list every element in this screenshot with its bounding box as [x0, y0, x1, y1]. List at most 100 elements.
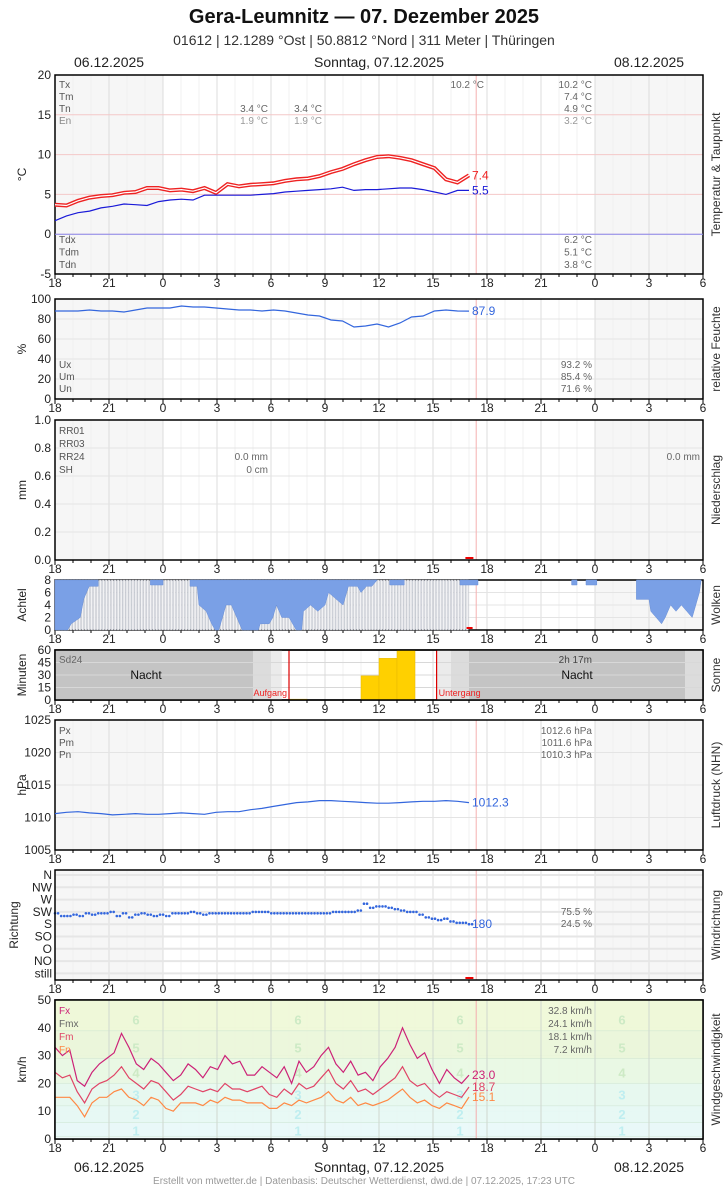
- svg-text:3: 3: [646, 702, 653, 716]
- svg-text:21: 21: [102, 702, 116, 716]
- svg-text:10: 10: [38, 1104, 52, 1118]
- svg-text:50: 50: [38, 993, 52, 1007]
- svg-text:2: 2: [132, 1107, 139, 1122]
- svg-text:21: 21: [102, 982, 116, 996]
- svg-text:0: 0: [160, 562, 167, 576]
- svg-text:0.0 mm: 0.0 mm: [235, 452, 268, 463]
- svg-text:87.9: 87.9: [472, 304, 496, 318]
- date-left-bottom: 06.12.2025: [74, 1159, 145, 1175]
- svg-text:5.5: 5.5: [472, 183, 489, 197]
- svg-text:6: 6: [268, 852, 275, 866]
- svg-text:Wolken: Wolken: [709, 585, 723, 625]
- svg-text:Tdm: Tdm: [59, 248, 79, 259]
- svg-text:21: 21: [102, 852, 116, 866]
- svg-text:18: 18: [48, 852, 62, 866]
- svg-text:21: 21: [102, 1141, 116, 1155]
- svg-text:60: 60: [38, 332, 52, 346]
- svg-text:still: still: [35, 966, 52, 980]
- svg-text:21: 21: [102, 632, 116, 646]
- svg-text:18: 18: [480, 276, 494, 290]
- svg-text:6: 6: [268, 562, 275, 576]
- svg-text:1: 1: [294, 1124, 301, 1139]
- svg-text:Aufgang: Aufgang: [253, 688, 287, 698]
- svg-text:5: 5: [132, 1040, 139, 1055]
- svg-text:80: 80: [38, 312, 52, 326]
- svg-text:1: 1: [456, 1124, 463, 1139]
- svg-text:Temperatur & Taupunkt: Temperatur & Taupunkt: [709, 112, 723, 237]
- svg-text:9: 9: [322, 276, 329, 290]
- svg-text:6: 6: [132, 1012, 139, 1027]
- svg-text:21: 21: [534, 632, 548, 646]
- svg-text:18: 18: [480, 1141, 494, 1155]
- svg-text:0.4: 0.4: [34, 497, 51, 511]
- svg-text:0: 0: [592, 562, 599, 576]
- svg-text:93.2 %: 93.2 %: [561, 360, 592, 371]
- svg-text:6: 6: [268, 982, 275, 996]
- svg-text:RR24: RR24: [59, 452, 85, 463]
- svg-text:W: W: [41, 893, 53, 907]
- date-center-bottom: Sonntag, 07.12.2025: [314, 1159, 445, 1175]
- svg-text:40: 40: [38, 1021, 52, 1035]
- svg-text:21: 21: [102, 276, 116, 290]
- svg-text:°C: °C: [15, 167, 29, 181]
- svg-text:10.2 °C: 10.2 °C: [559, 80, 592, 91]
- svg-text:Luftdruck (NHN): Luftdruck (NHN): [709, 742, 723, 829]
- svg-text:30: 30: [38, 668, 52, 682]
- svg-text:21: 21: [534, 562, 548, 576]
- svg-text:1: 1: [132, 1124, 139, 1139]
- svg-text:6: 6: [294, 1012, 301, 1027]
- svg-text:5: 5: [44, 187, 51, 201]
- svg-text:0: 0: [44, 693, 51, 707]
- svg-text:1011.6 hPa: 1011.6 hPa: [542, 738, 593, 749]
- svg-text:Tdn: Tdn: [59, 260, 76, 271]
- svg-text:15: 15: [426, 562, 440, 576]
- svg-text:0: 0: [592, 401, 599, 415]
- svg-text:3: 3: [294, 1088, 301, 1103]
- svg-text:1010: 1010: [24, 811, 51, 825]
- svg-text:6: 6: [700, 276, 707, 290]
- svg-text:1.0: 1.0: [34, 413, 51, 427]
- svg-text:1012.6 hPa: 1012.6 hPa: [541, 726, 593, 737]
- svg-text:6: 6: [44, 586, 51, 600]
- svg-text:6: 6: [700, 632, 707, 646]
- svg-text:0: 0: [44, 623, 51, 637]
- svg-text:9: 9: [322, 702, 329, 716]
- svg-text:Um: Um: [59, 372, 75, 383]
- svg-text:18: 18: [480, 562, 494, 576]
- svg-text:3: 3: [646, 852, 653, 866]
- svg-text:N: N: [43, 868, 52, 882]
- svg-text:18.7: 18.7: [472, 1080, 496, 1094]
- svg-text:0.0 mm: 0.0 mm: [667, 452, 700, 463]
- svg-text:Fm: Fm: [59, 1032, 73, 1043]
- svg-text:12: 12: [372, 1141, 386, 1155]
- svg-text:6: 6: [268, 632, 275, 646]
- svg-text:mm: mm: [15, 480, 29, 500]
- svg-text:15: 15: [426, 852, 440, 866]
- svg-text:3.2 °C: 3.2 °C: [564, 116, 592, 127]
- svg-text:6.2 °C: 6.2 °C: [564, 235, 592, 246]
- svg-text:15: 15: [426, 982, 440, 996]
- svg-text:21: 21: [102, 562, 116, 576]
- svg-text:1012.3: 1012.3: [472, 796, 509, 810]
- svg-text:Nacht: Nacht: [130, 668, 162, 682]
- precipitation-panel: 1.00.80.60.40.20.018 21 0 3 6 9 12 15 18 21 0 3 6mm N…: [15, 413, 723, 576]
- svg-text:0: 0: [160, 276, 167, 290]
- svg-text:3: 3: [132, 1088, 139, 1103]
- svg-text:6: 6: [700, 562, 707, 576]
- svg-text:21: 21: [534, 702, 548, 716]
- svg-text:20: 20: [38, 372, 52, 386]
- svg-text:3: 3: [214, 982, 221, 996]
- svg-text:15: 15: [426, 702, 440, 716]
- svg-text:km/h: km/h: [15, 1056, 29, 1082]
- svg-text:Sd24: Sd24: [59, 655, 83, 666]
- svg-text:3: 3: [646, 1141, 653, 1155]
- svg-text:75.5 %: 75.5 %: [561, 907, 592, 918]
- svg-text:3: 3: [214, 702, 221, 716]
- svg-text:0: 0: [160, 401, 167, 415]
- svg-text:9: 9: [322, 1141, 329, 1155]
- svg-text:SW: SW: [33, 905, 53, 919]
- svg-text:5: 5: [294, 1040, 301, 1055]
- svg-text:15: 15: [426, 276, 440, 290]
